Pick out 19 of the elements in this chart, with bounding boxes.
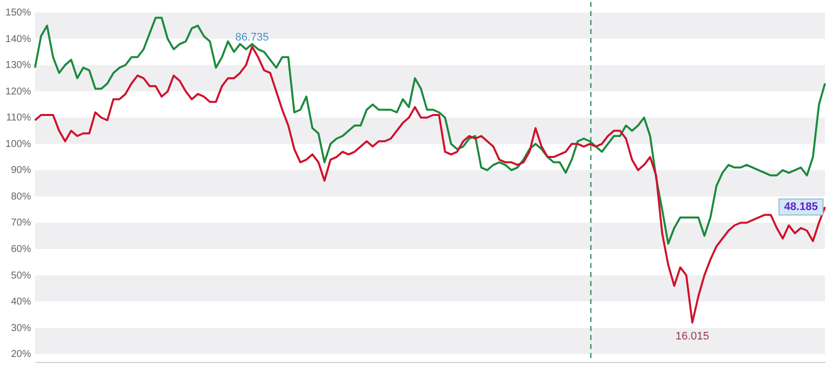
line-series bbox=[34, 46, 826, 324]
y-tick-label: 120% bbox=[5, 86, 32, 98]
y-tick-label: 20% bbox=[10, 349, 32, 360]
y-tick-label: 140% bbox=[5, 34, 32, 45]
y-tick-label: 70% bbox=[10, 218, 32, 229]
y-tick-label: 110% bbox=[6, 112, 32, 124]
y-tick-label: 130% bbox=[5, 60, 32, 72]
annotation: 16.015 bbox=[676, 330, 710, 343]
y-tick-label: 80% bbox=[10, 191, 32, 202]
y-tick-label: 40% bbox=[10, 296, 32, 308]
y-tick-label: 30% bbox=[10, 322, 32, 334]
y-tick-label: 90% bbox=[10, 165, 32, 176]
y-tick-label: 100% bbox=[5, 138, 32, 150]
y-tick-label: 60% bbox=[10, 244, 32, 256]
line-series bbox=[34, 16, 826, 245]
y-tick-label: 50% bbox=[10, 270, 32, 282]
annotation: 86.735 bbox=[235, 32, 269, 44]
annotation: 48.185 bbox=[784, 200, 818, 213]
y-tick-label: 150% bbox=[5, 8, 32, 19]
